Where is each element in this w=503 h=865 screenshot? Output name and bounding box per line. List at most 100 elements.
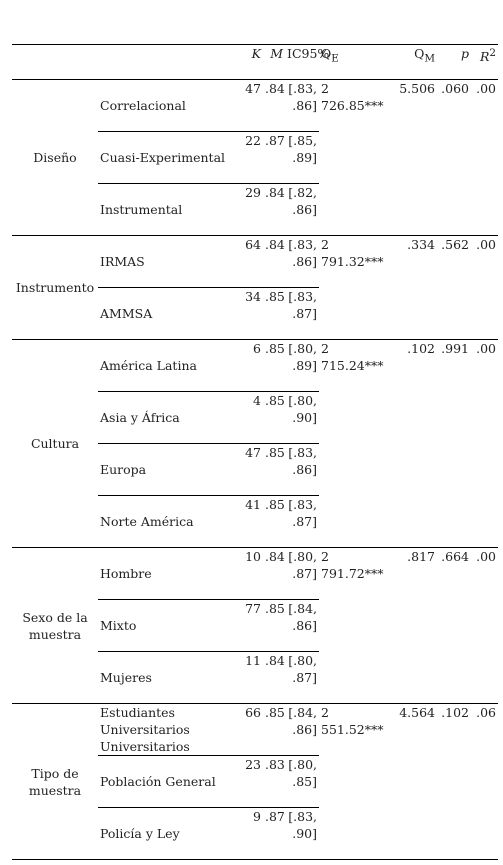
header-cell <box>98 44 237 80</box>
header-superscript: 2 <box>489 47 496 59</box>
qm-value: 4.564 <box>393 703 437 860</box>
m-value: .84 <box>263 547 285 600</box>
m-value: .84 <box>263 651 285 704</box>
qm-value: .334 <box>393 235 437 340</box>
p-value: .102 <box>437 703 471 860</box>
ci-value: [.83, .90] <box>285 807 319 860</box>
k-value: 66 <box>237 703 263 756</box>
header-cell: R2 <box>471 44 498 80</box>
ci-value: [.80, .89] <box>285 339 319 392</box>
k-value: 34 <box>237 287 263 340</box>
qm-value: .817 <box>393 547 437 704</box>
qe-value: 2 791.72*** <box>319 547 393 704</box>
k-value: 6 <box>237 339 263 392</box>
table-header: K M IC95% QE QM p R2 <box>12 44 498 80</box>
table-row: Europa 47.85 [.83, .86] <box>12 443 498 496</box>
ci-value: [.85, .89] <box>285 131 319 184</box>
table-row: Diseño Correlacional 47.84 [.83, .86] 2 726.… <box>12 79 498 236</box>
group-label: Sexo de la muestra <box>12 547 98 704</box>
p-value: .562 <box>437 235 471 340</box>
row-label: Mixto <box>98 599 237 652</box>
m-value: .85 <box>263 287 285 340</box>
ci-value: [.80, .87] <box>285 547 319 600</box>
row-label: AMMSA <box>98 287 237 340</box>
ci-value: [.80, .87] <box>285 651 319 704</box>
r2-value: .00 <box>471 79 498 236</box>
table-row: Instrumental 29.84 [.82, .86] <box>12 183 498 236</box>
ci-value: [.83, .87] <box>285 287 319 340</box>
k-value: 41 <box>237 495 263 548</box>
qe-value: 2 791.32*** <box>319 235 393 340</box>
row-label: Estudiantes Universitarios Universitario… <box>98 703 237 756</box>
table-row: Mujeres 11.84 [.80, .87] <box>12 651 498 704</box>
header-cell: M <box>263 44 285 80</box>
ci-value: [.84, .86] <box>285 599 319 652</box>
header-cell: QE <box>319 44 393 80</box>
ci-value: [.82, .86] <box>285 183 319 236</box>
ci-value: [.80, .90] <box>285 391 319 444</box>
row-label: Norte América <box>98 495 237 548</box>
group-label: Diseño <box>12 79 98 236</box>
k-value: 47 <box>237 79 263 132</box>
table-row: Instrumento IRMAS 64.84 [.83, .86] 2 791.32*… <box>12 235 498 340</box>
k-value: 10 <box>237 547 263 600</box>
k-value: 22 <box>237 131 263 184</box>
header-text: M <box>270 46 283 61</box>
row-label: Instrumental <box>98 183 237 236</box>
m-value: .85 <box>263 339 285 392</box>
table-row: Norte América 41.85 [.83, .87] <box>12 495 498 548</box>
m-value: .84 <box>263 183 285 236</box>
table-row: Tipo de muestra Estudiantes Universitario… <box>12 703 498 860</box>
table-body: Diseño Correlacional 47.84 [.83, .86] 2 726.… <box>12 79 498 860</box>
r2-value: .06 <box>471 703 498 860</box>
header-text: p <box>460 46 469 61</box>
r2-value: .00 <box>471 339 498 548</box>
ci-value: [.83, .86] <box>285 79 319 132</box>
row-label: Población General <box>98 755 237 808</box>
table-row: Sexo de la muestra Hombre 10.84 [.80, .87] 2… <box>12 547 498 704</box>
k-value: 47 <box>237 443 263 496</box>
qm-value: 5.506 <box>393 79 437 236</box>
header-text: IC95% <box>287 46 330 61</box>
m-value: .84 <box>263 235 285 288</box>
table-row: Asia y África 4.85 [.80, .90] <box>12 391 498 444</box>
qe-value: 2 715.24*** <box>319 339 393 548</box>
qm-value: .102 <box>393 339 437 548</box>
table-row: Cultura América Latina 6.85 [.80, .89] 2 715… <box>12 339 498 548</box>
table-row: Mixto 77.85 [.84, .86] <box>12 599 498 652</box>
table-row: Cuasi-Experimental 22.87 [.85, .89] <box>12 131 498 184</box>
ci-value: [.80, .85] <box>285 755 319 808</box>
header-text: K <box>251 46 261 61</box>
header-subscript: E <box>331 52 339 65</box>
header-cell: K <box>237 44 263 80</box>
table-row: Población General 23.83 [.80, .85] <box>12 755 498 808</box>
ci-value: [.84, .86] <box>285 703 319 756</box>
header-subscript: M <box>424 52 435 65</box>
group-label: Instrumento <box>12 235 98 340</box>
k-value: 77 <box>237 599 263 652</box>
row-label: Hombre <box>98 547 237 600</box>
results-table: K M IC95% QE QM p R2 Diseño Correlacional 47.84[… <box>12 44 498 860</box>
m-value: .85 <box>263 443 285 496</box>
header-text: Q <box>321 46 332 61</box>
k-value: 64 <box>237 235 263 288</box>
k-value: 23 <box>237 755 263 808</box>
row-label: Policía y Ley <box>98 807 237 860</box>
k-value: 4 <box>237 391 263 444</box>
p-value: .664 <box>437 547 471 704</box>
r2-value: .00 <box>471 547 498 704</box>
m-value: .87 <box>263 807 285 860</box>
row-label: Europa <box>98 443 237 496</box>
m-value: .85 <box>263 391 285 444</box>
header-cell: p <box>437 44 471 80</box>
header-cell: IC95% <box>285 44 329 80</box>
header-text: Q <box>414 46 425 61</box>
header-text: R <box>479 49 490 65</box>
group-label: Tipo de muestra <box>12 703 98 860</box>
row-label: Mujeres <box>98 651 237 704</box>
row-label: América Latina <box>98 339 237 392</box>
k-value: 9 <box>237 807 263 860</box>
header-cell: QM <box>393 44 437 80</box>
row-label: IRMAS <box>98 235 237 288</box>
